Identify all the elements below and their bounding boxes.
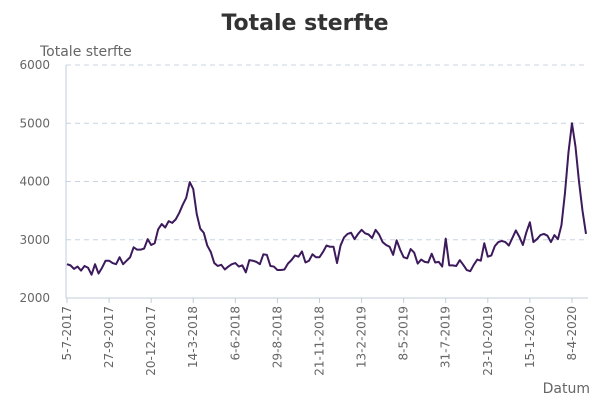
series-layer	[66, 122, 587, 276]
x-axis-label: Datum	[543, 381, 590, 397]
series-line-totale-sterfte	[66, 122, 587, 276]
x-tick-label: 15-1-2020	[523, 306, 537, 368]
y-axis-label: Totale sterfte	[39, 44, 132, 60]
x-tick-label: 29-8-2018	[270, 306, 284, 368]
gridlines	[66, 64, 588, 241]
x-tick-label: 23-10-2019	[481, 306, 495, 376]
x-tick-labels: 5-7-2017 27-9-2017 20-12-2017 14-3-2018 6-6-…	[60, 306, 579, 376]
x-tick-label: 20-12-2017	[144, 306, 158, 376]
x-tick-label: 31-7-2019	[439, 306, 453, 368]
x-tick-label: 14-3-2018	[186, 306, 200, 368]
x-tick-label: 8-4-2020	[565, 306, 579, 360]
y-tick-label: 4000	[19, 175, 50, 189]
x-tick-label: 5-7-2017	[60, 306, 74, 360]
y-tick-labels: 2000 3000 4000 5000 6000	[19, 58, 50, 305]
x-tick-label: 8-5-2019	[397, 306, 411, 360]
y-tick-label: 3000	[19, 233, 50, 247]
x-tick-label: 21-11-2018	[312, 306, 326, 376]
y-tick-label: 6000	[19, 58, 50, 72]
x-tick-label: 27-9-2017	[102, 306, 116, 368]
axes	[65, 65, 588, 303]
x-tick-label: 13-2-2019	[355, 306, 369, 368]
y-tick-label: 5000	[19, 116, 50, 130]
x-tick-label: 6-6-2018	[228, 306, 242, 360]
y-tick-label: 2000	[19, 291, 50, 305]
chart-title: Totale sterfte	[221, 11, 388, 36]
